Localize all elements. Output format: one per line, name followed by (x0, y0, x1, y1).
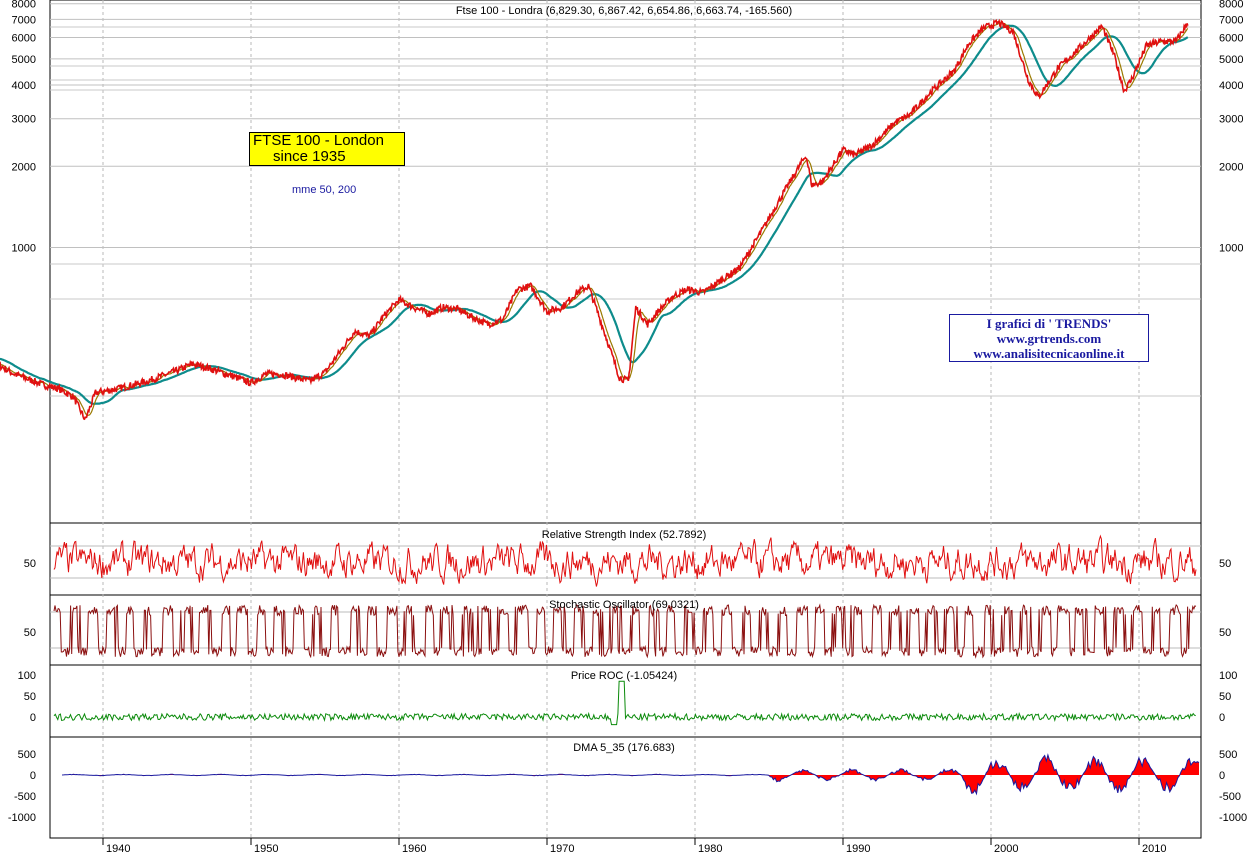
ytick-left: 3000 (12, 114, 36, 126)
caption-line-1: FTSE 100 - London (253, 132, 384, 149)
moving-average-note: mme 50, 200 (292, 184, 357, 196)
ytick-right: 50 (1219, 558, 1231, 570)
ma-200-line (0, 24, 1189, 405)
rsi-line (53, 534, 1197, 587)
ytick-left: 4000 (12, 80, 36, 92)
ytick-left: -500 (14, 791, 36, 803)
credit-box: I grafici di ' TRENDS' www.grtrends.com … (949, 314, 1149, 362)
panel-title-0: Ftse 100 - Londra (6,829.30, 6,867.42, 6… (456, 5, 792, 17)
caption-line-2: since 1935 (273, 148, 346, 165)
ytick-right: -1000 (1219, 812, 1247, 824)
ytick-left: 6000 (12, 32, 36, 44)
credit-line-1: I grafici di ' TRENDS' (986, 316, 1112, 331)
ytick-right: 100 (1219, 670, 1237, 682)
ytick-left: 2000 (12, 161, 36, 173)
ytick-left: 100 (18, 670, 36, 682)
xtick-1960: 1960 (402, 843, 426, 855)
ytick-right: 0 (1219, 712, 1225, 724)
panel-frames (49, 0, 1202, 839)
ytick-left: 0 (30, 712, 36, 724)
ytick-right: 500 (1219, 749, 1237, 761)
xtick-1990: 1990 (846, 843, 870, 855)
ytick-left: 500 (18, 749, 36, 761)
xtick-1950: 1950 (254, 843, 278, 855)
ytick-left: 50 (24, 627, 36, 639)
ytick-left: -1000 (8, 812, 36, 824)
ytick-right: 8000 (1219, 0, 1243, 11)
credit-line-2: www.grtrends.com (996, 331, 1102, 346)
ytick-left: 1000 (12, 243, 36, 255)
dma-line (61, 753, 1200, 796)
ytick-right: 6000 (1219, 32, 1243, 44)
ytick-right: 4000 (1219, 80, 1243, 92)
series-layer (0, 18, 1200, 796)
xtick-1970: 1970 (550, 843, 574, 855)
ytick-right: 50 (1219, 691, 1231, 703)
ytick-left: 7000 (12, 14, 36, 26)
roc-line (53, 680, 1196, 726)
ytick-left: 0 (30, 770, 36, 782)
panel-title-4: DMA 5_35 (176.683) (573, 742, 675, 754)
ytick-left: 8000 (12, 0, 36, 11)
xtick-2010: 2010 (1142, 843, 1166, 855)
ytick-right: 3000 (1219, 114, 1243, 126)
stochastic-line (53, 603, 1197, 659)
ytick-left: 5000 (12, 54, 36, 66)
xtick-1980: 1980 (698, 843, 722, 855)
ytick-right: 0 (1219, 770, 1225, 782)
xtick-1940: 1940 (106, 843, 130, 855)
chart-caption-box: FTSE 100 - London since 1935 (249, 132, 405, 166)
ytick-right: 7000 (1219, 14, 1243, 26)
ytick-left: 50 (24, 691, 36, 703)
dma-area (62, 754, 1199, 794)
panel-title-1: Relative Strength Index (52.7892) (542, 529, 707, 541)
ytick-right: 2000 (1219, 161, 1243, 173)
panel-title-3: Price ROC (-1.05424) (571, 670, 677, 682)
credit-line-3: www.analisitecnicaonline.it (973, 346, 1125, 361)
price-line (0, 18, 1189, 421)
ytick-right: 5000 (1219, 54, 1243, 66)
ytick-right: 1000 (1219, 243, 1243, 255)
panel-title-2: Stochastic Oscillator (69.0321) (549, 599, 699, 611)
ytick-left: 50 (24, 558, 36, 570)
panel-titles: Ftse 100 - Londra (6,829.30, 6,867.42, 6… (456, 5, 792, 754)
ytick-right: -500 (1219, 791, 1241, 803)
xtick-2000: 2000 (994, 843, 1018, 855)
ytick-right: 50 (1219, 627, 1231, 639)
